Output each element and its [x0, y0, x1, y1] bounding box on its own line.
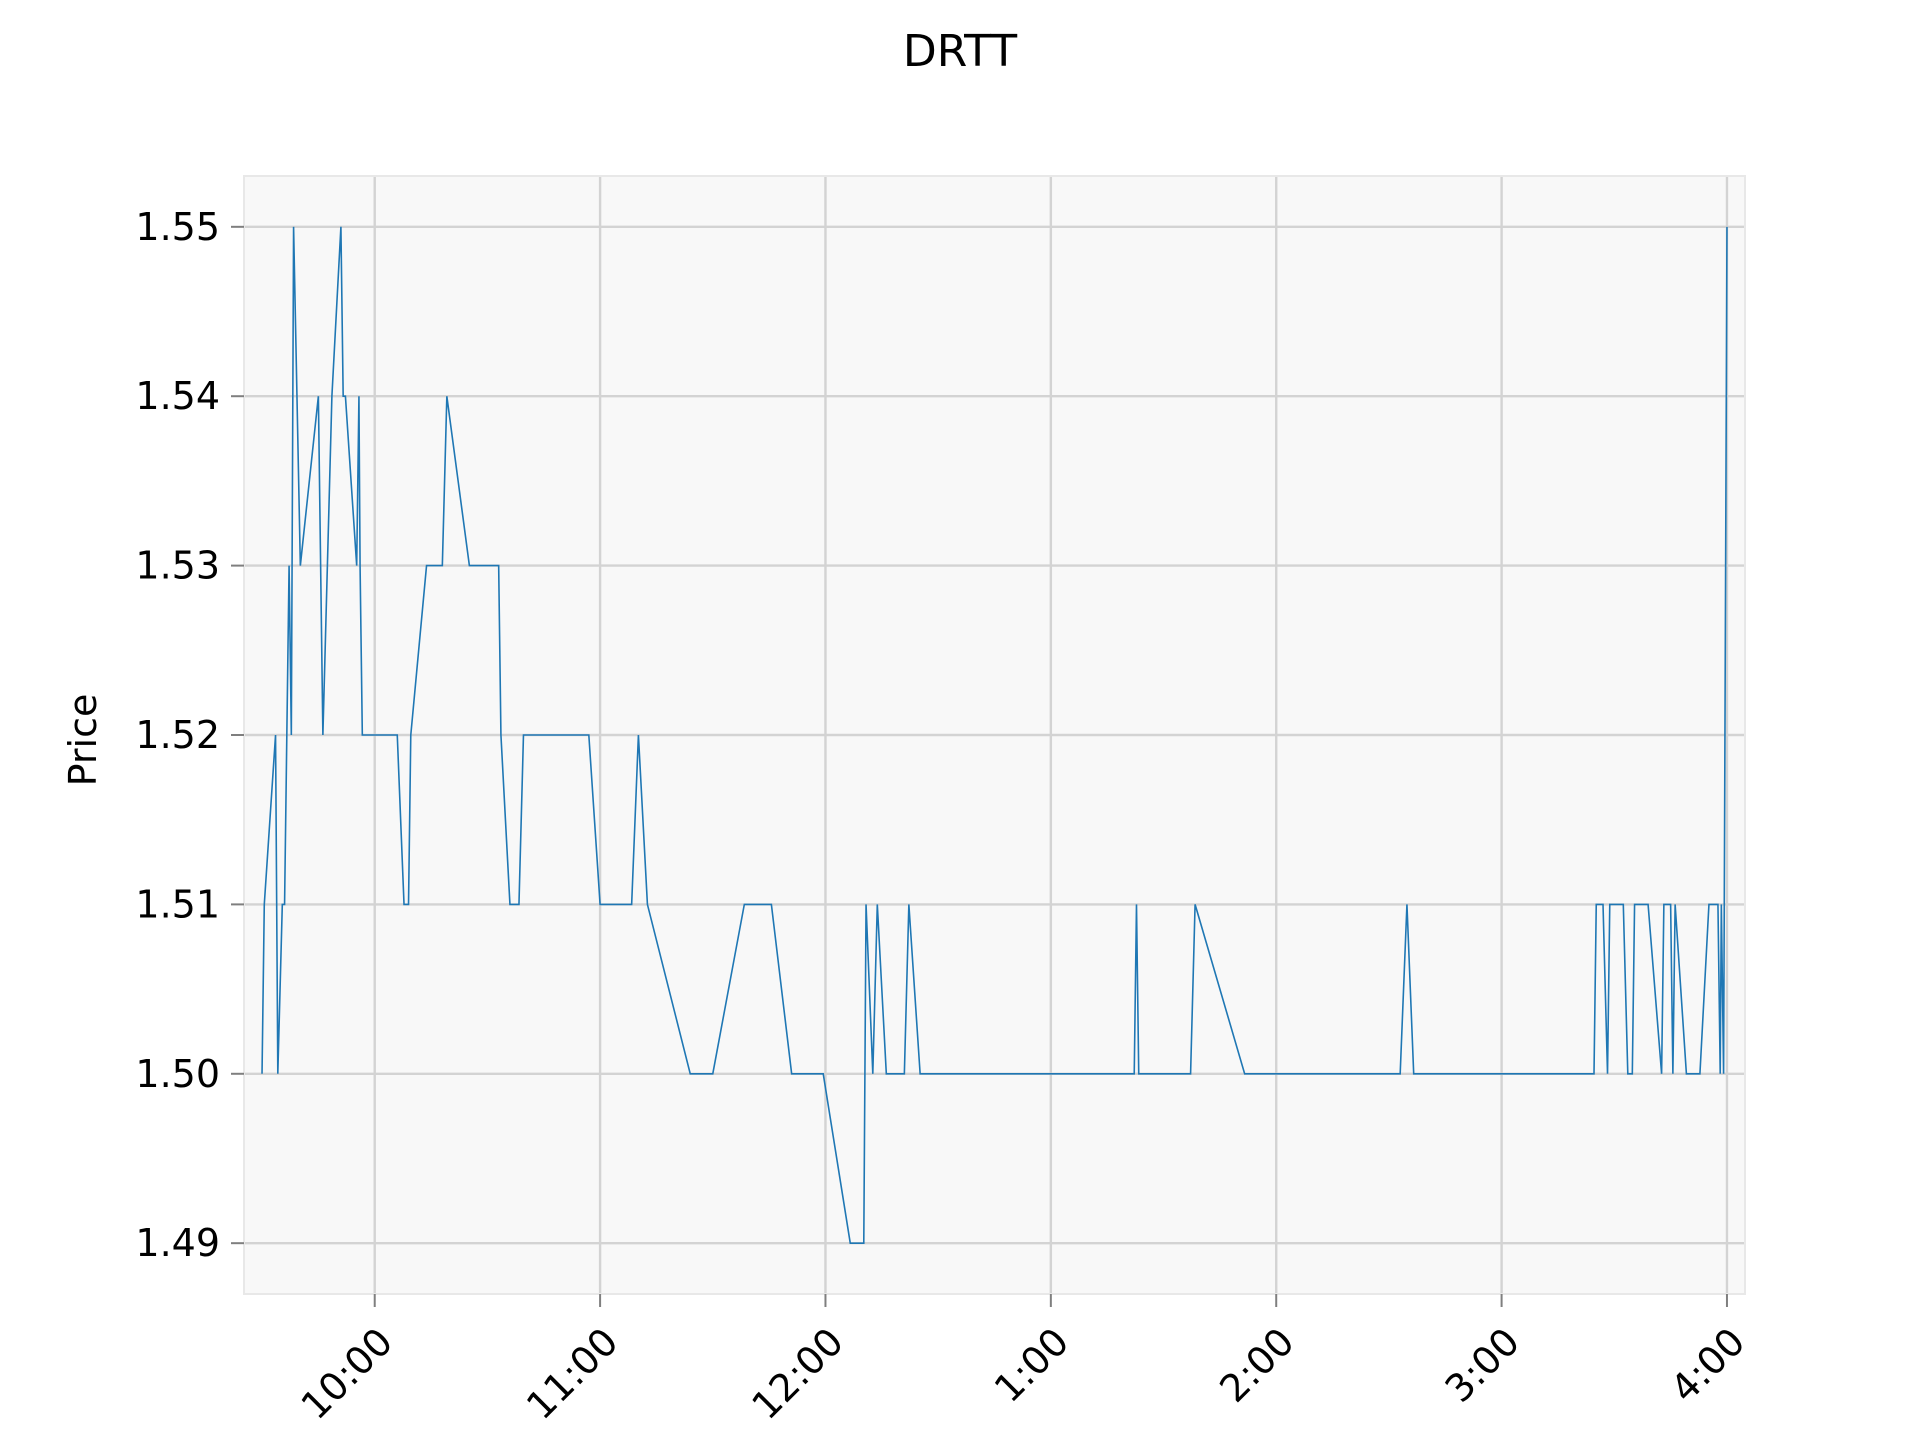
series-layer	[261, 226, 1728, 1244]
x-tick-label: 3:00	[1437, 1319, 1528, 1410]
x-tick-label: 2:00	[1211, 1319, 1302, 1410]
x-tick-label: 10:00	[293, 1319, 402, 1428]
y-tick-label: 1.53	[135, 544, 220, 588]
y-tick-label: 1.50	[135, 1052, 220, 1096]
chart-title: DRTT	[903, 26, 1017, 77]
x-tick-label: 1:00	[986, 1319, 1077, 1410]
y-tick-label: 1.51	[135, 882, 220, 926]
y-tick-label: 1.52	[135, 713, 220, 757]
y-tick-label: 1.49	[135, 1221, 220, 1265]
y-axis-label: Price	[61, 694, 105, 787]
y-tick-label: 1.55	[135, 205, 220, 249]
x-tick-label: 4:00	[1662, 1319, 1753, 1410]
y-tick-label: 1.54	[135, 374, 220, 418]
x-tick-label: 11:00	[518, 1319, 627, 1428]
x-axis: 10:00 11:00 12:00 1:00 2:00 3:00 4:00	[293, 1294, 1753, 1428]
series-line-drtt	[261, 226, 1728, 1244]
y-axis: 1.49 1.50 1.51 1.52 1.53 1.54 1.55	[135, 205, 244, 1265]
x-tick-label: 12:00	[743, 1319, 852, 1428]
